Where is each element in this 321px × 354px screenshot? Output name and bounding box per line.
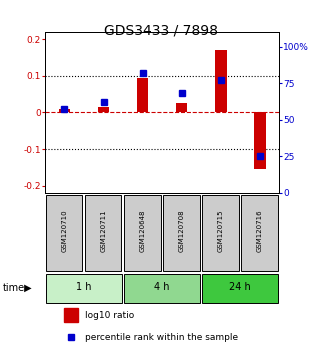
Text: GSM120710: GSM120710 bbox=[61, 210, 67, 252]
Bar bbox=[124, 195, 160, 271]
Text: time▶: time▶ bbox=[3, 283, 33, 293]
Bar bbox=[137, 78, 148, 113]
Text: 4 h: 4 h bbox=[154, 282, 170, 292]
Bar bbox=[254, 113, 265, 169]
Text: 1 h: 1 h bbox=[76, 282, 92, 292]
Text: percentile rank within the sample: percentile rank within the sample bbox=[85, 333, 238, 342]
Text: log10 ratio: log10 ratio bbox=[85, 310, 134, 320]
Bar bbox=[163, 195, 200, 271]
Bar bbox=[85, 195, 121, 271]
Text: GSM120711: GSM120711 bbox=[100, 210, 107, 252]
Text: GSM120716: GSM120716 bbox=[257, 210, 263, 252]
Bar bbox=[46, 274, 122, 303]
Text: GDS3433 / 7898: GDS3433 / 7898 bbox=[103, 23, 218, 37]
Bar bbox=[202, 195, 239, 271]
Bar bbox=[202, 274, 279, 303]
Bar bbox=[241, 195, 278, 271]
Text: GSM120648: GSM120648 bbox=[140, 210, 146, 252]
Bar bbox=[176, 103, 187, 113]
Bar bbox=[215, 50, 227, 113]
Bar bbox=[124, 274, 200, 303]
Bar bbox=[98, 107, 109, 113]
Text: GSM120715: GSM120715 bbox=[218, 210, 224, 252]
Text: 24 h: 24 h bbox=[229, 282, 251, 292]
Bar bbox=[64, 308, 78, 322]
Text: GSM120708: GSM120708 bbox=[178, 210, 185, 252]
Bar bbox=[59, 109, 70, 113]
Bar bbox=[46, 195, 82, 271]
